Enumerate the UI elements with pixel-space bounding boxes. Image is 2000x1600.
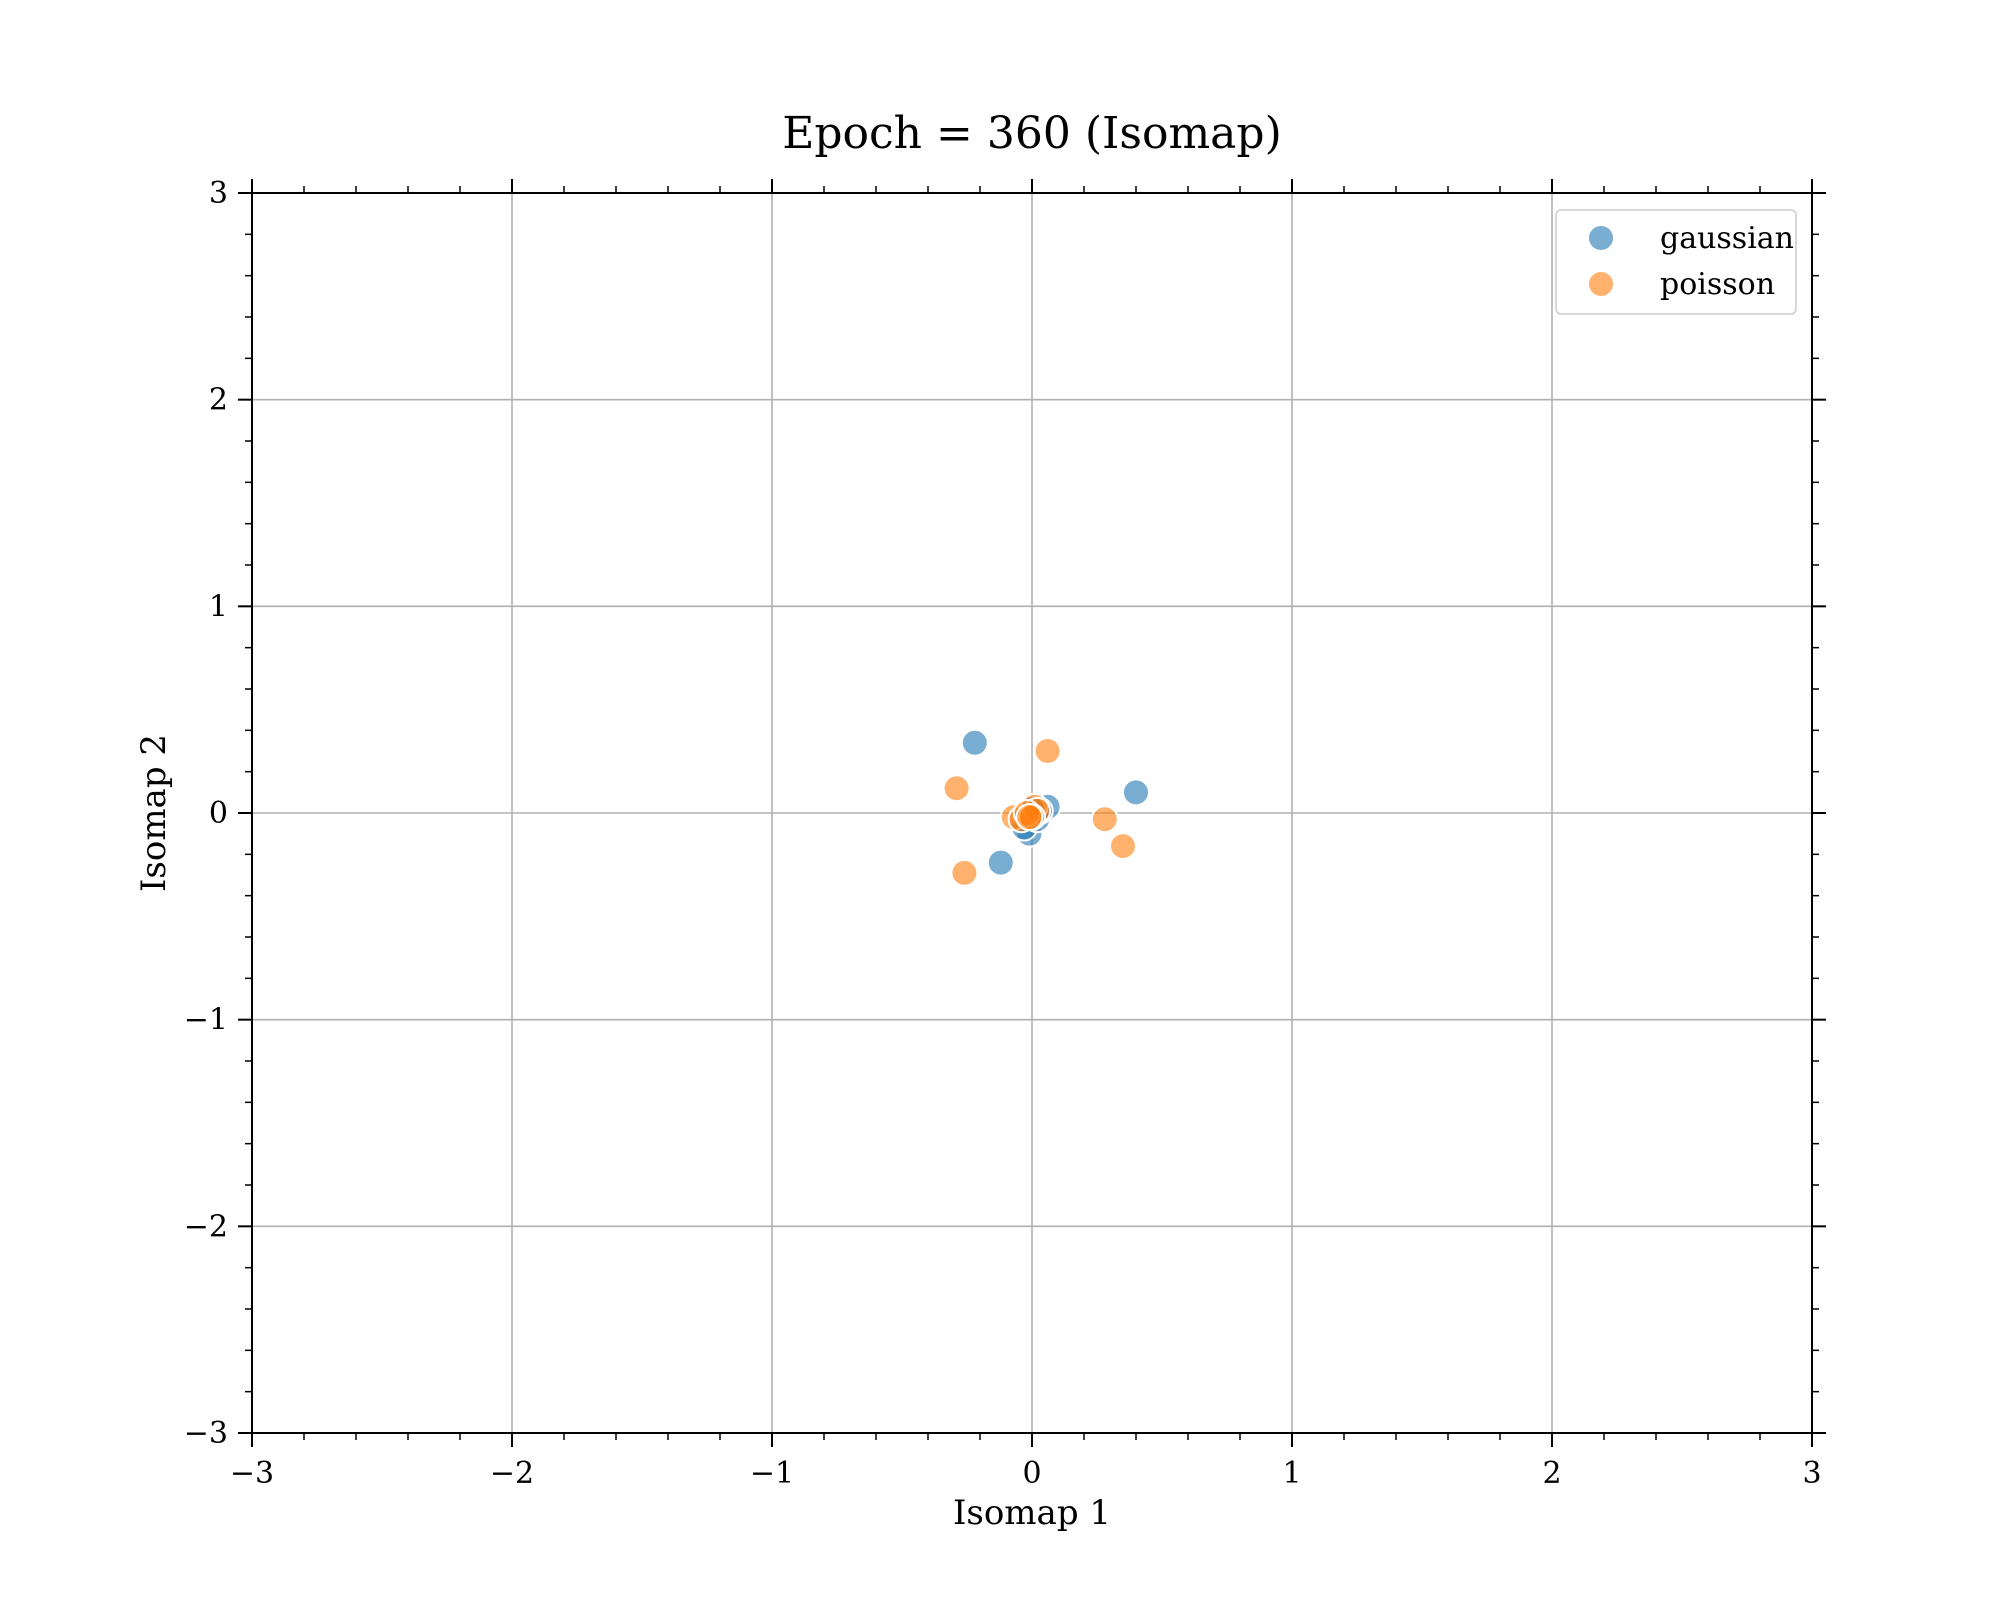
y-tick-label: −3 bbox=[184, 1416, 228, 1451]
y-tick-label: 3 bbox=[209, 176, 228, 211]
poisson-point bbox=[1015, 803, 1044, 832]
x-tick-label: 2 bbox=[1542, 1456, 1561, 1491]
y-tick-label: −1 bbox=[184, 1003, 228, 1038]
legend-box bbox=[1555, 209, 1797, 315]
poisson-point bbox=[1109, 832, 1137, 861]
gaussian-point bbox=[960, 728, 989, 757]
y-tick-label: 1 bbox=[209, 589, 228, 624]
data-points bbox=[942, 728, 1150, 887]
chart-title: Epoch = 360 (Isomap) bbox=[782, 108, 1281, 159]
ticks: −3 −2 −1 0 1 2 3 −3 −2 −1 0 1 2 3 bbox=[184, 176, 1826, 1491]
y-tick-label: 2 bbox=[209, 383, 228, 418]
x-tick-label: −1 bbox=[750, 1456, 794, 1491]
y-tick-label: 0 bbox=[209, 796, 228, 831]
x-tick-label: −2 bbox=[490, 1456, 534, 1491]
grid bbox=[252, 193, 1812, 1433]
poisson-point bbox=[950, 858, 979, 887]
x-axis-label: Isomap 1 bbox=[953, 1493, 1111, 1533]
y-tick-label: −2 bbox=[184, 1209, 228, 1244]
poisson-point bbox=[942, 774, 971, 803]
legend-label-poisson: poisson bbox=[1660, 267, 1775, 302]
legend-label-gaussian: gaussian bbox=[1660, 221, 1794, 256]
legend: gaussian poisson bbox=[1555, 209, 1797, 315]
x-tick-label: 0 bbox=[1022, 1456, 1041, 1491]
legend-marker-gaussian bbox=[1587, 224, 1615, 252]
legend-marker-poisson bbox=[1587, 270, 1615, 298]
x-tick-label: −3 bbox=[230, 1456, 274, 1491]
x-tick-label: 1 bbox=[1282, 1456, 1301, 1491]
poisson-point bbox=[1033, 737, 1062, 765]
poisson-point bbox=[1090, 805, 1119, 834]
gaussian-point bbox=[1122, 778, 1150, 807]
y-axis-label: Isomap 2 bbox=[134, 734, 174, 892]
gaussian-point bbox=[986, 848, 1015, 877]
x-tick-label: 3 bbox=[1802, 1456, 1821, 1491]
